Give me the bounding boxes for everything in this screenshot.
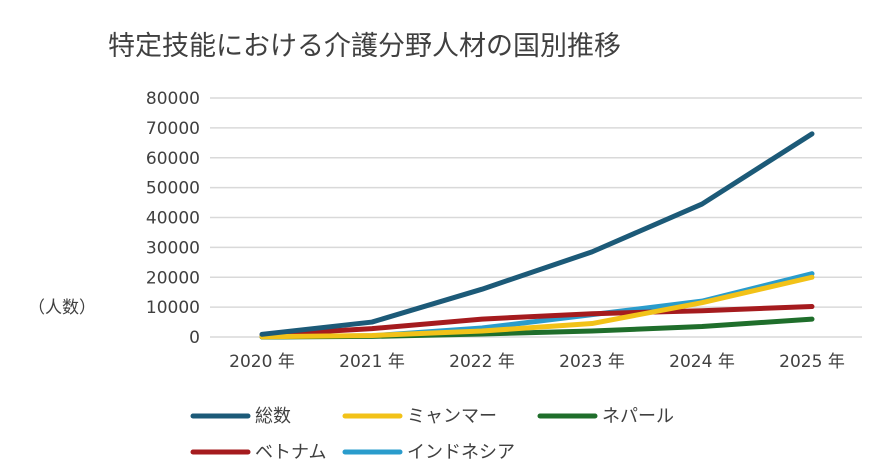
- chart-title: 特定技能における介護分野人材の国別推移: [108, 31, 621, 62]
- x-tick-label: 2022 年: [449, 352, 515, 372]
- x-tick-label: 2021 年: [339, 352, 405, 372]
- y-tick-label: 30000: [146, 238, 200, 258]
- series-line-3: [259, 304, 815, 338]
- x-tick-label: 2025 年: [779, 352, 845, 372]
- y-tick-label: 0: [189, 328, 200, 348]
- legend-label: 総数: [255, 406, 291, 427]
- series-line-1: [259, 274, 815, 340]
- series-line-0: [259, 131, 815, 337]
- x-tick-label: 2023 年: [559, 352, 625, 372]
- y-tick-label: 20000: [146, 268, 200, 288]
- y-axis-ticks: 0 10000 20000 30000 40000 50000 60000 70000 8000…: [146, 89, 200, 348]
- y-tick-label: 70000: [146, 119, 200, 139]
- x-tick-label: 2024 年: [669, 352, 735, 372]
- x-tick-label: 2020 年: [229, 352, 295, 372]
- y-tick-label: 60000: [146, 149, 200, 169]
- x-axis-ticks: 2020 年 2021 年 2022 年 2023 年 2024 年 2025 年: [229, 352, 845, 372]
- y-tick-label: 50000: [146, 179, 200, 199]
- legend-label: ベトナム: [255, 442, 326, 463]
- y-axis-label: （人数）: [28, 298, 96, 318]
- y-tick-label: 10000: [146, 298, 200, 318]
- series-lines: [259, 131, 815, 340]
- legend-label: ミャンマー: [407, 406, 497, 427]
- y-tick-label: 80000: [146, 89, 200, 109]
- y-tick-label: 40000: [146, 209, 200, 229]
- legend-label: ネパール: [602, 406, 674, 427]
- gridlines: [210, 97, 862, 338]
- legend-label: インドネシア: [407, 442, 515, 463]
